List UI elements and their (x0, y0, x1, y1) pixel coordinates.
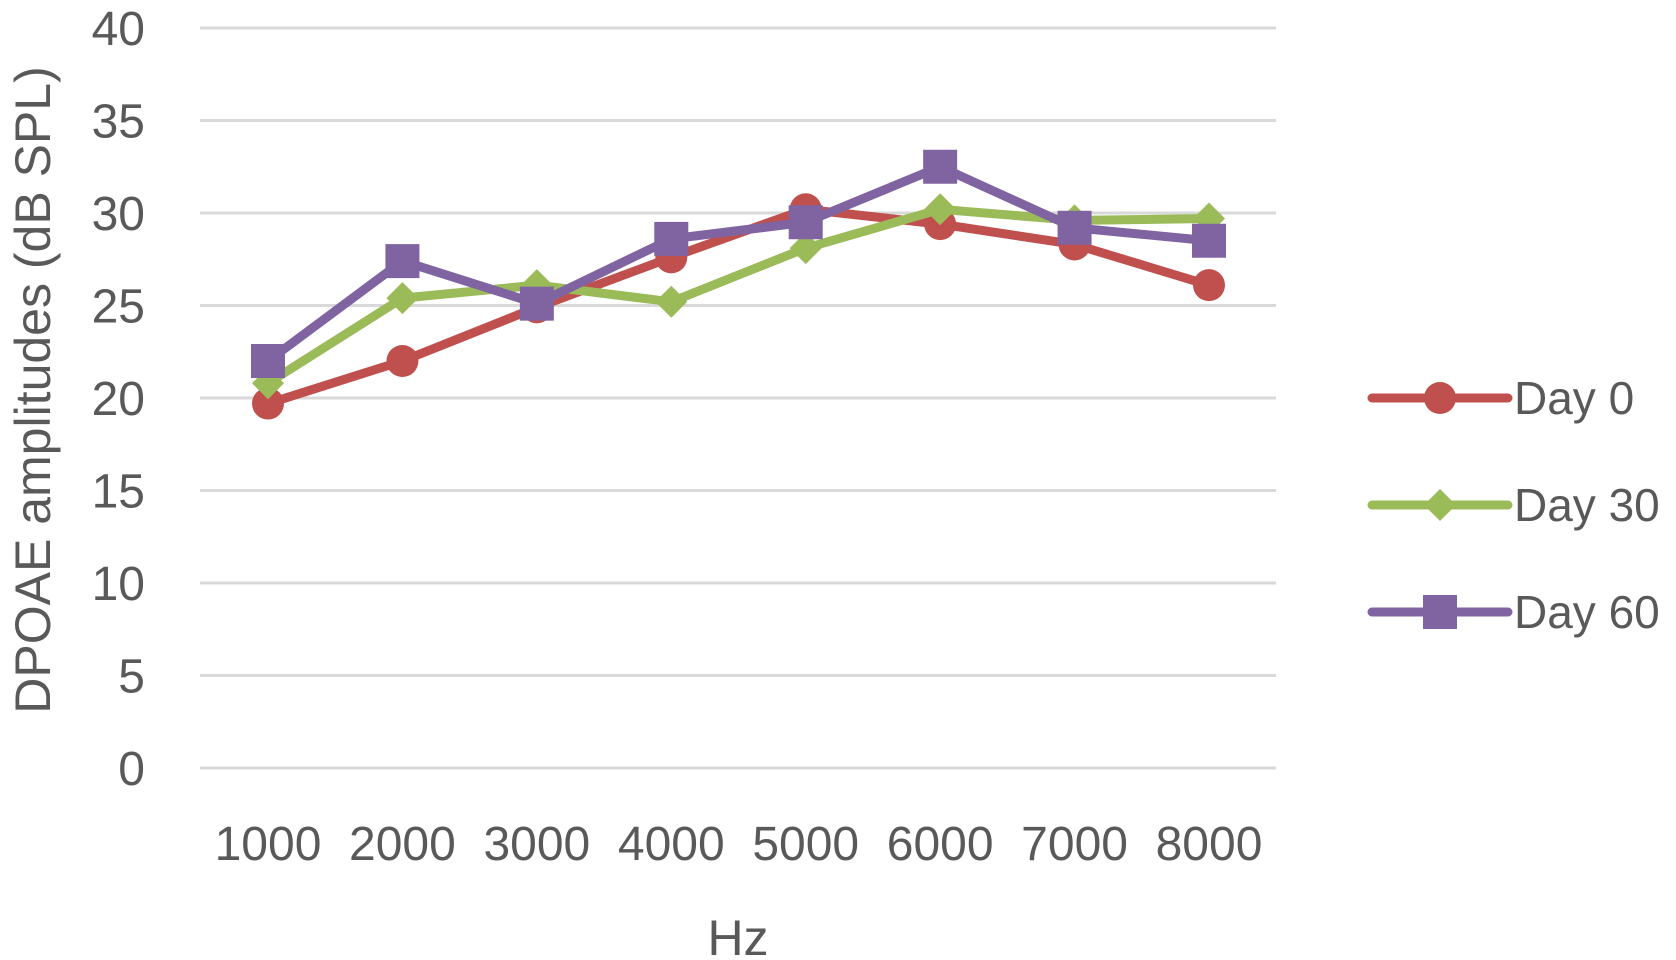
y-axis-title: DPOAE amplitudes (dB SPL) (5, 66, 61, 714)
y-tick-label: 15 (92, 466, 145, 519)
y-tick-label: 5 (118, 651, 145, 704)
legend: Day 0 Day 30 Day 60 (1367, 372, 1660, 638)
x-tick-label: 8000 (1156, 818, 1263, 871)
series-day-60 (251, 149, 1226, 378)
legend-label: Day 60 (1514, 586, 1660, 638)
gridlines (200, 26, 1276, 770)
data-point (251, 344, 285, 378)
legend-label: Day 30 (1514, 479, 1660, 531)
series-group (251, 149, 1226, 420)
legend-item: Day 0 (1367, 372, 1634, 424)
x-tick-label: 1000 (215, 818, 322, 871)
y-tick-label: 35 (92, 96, 145, 149)
x-tick-label: 7000 (1021, 818, 1128, 871)
series-line (263, 162, 1214, 366)
y-tick-label: 40 (92, 3, 145, 56)
x-tick-label: 3000 (483, 818, 590, 871)
x-axis-title: Hz (707, 910, 768, 960)
x-axis-ticks: 1000 2000 3000 4000 5000 6000 7000 8000 (215, 818, 1263, 871)
x-tick-label: 5000 (752, 818, 859, 871)
data-point (923, 149, 958, 184)
legend-marker (1424, 382, 1456, 414)
data-point (385, 244, 420, 279)
y-tick-label: 30 (92, 188, 145, 241)
y-tick-label: 20 (92, 373, 145, 426)
x-tick-label: 4000 (618, 818, 725, 871)
data-point (654, 221, 689, 256)
data-point (386, 345, 419, 377)
data-point (924, 193, 957, 226)
y-tick-label: 25 (92, 281, 145, 334)
legend-label: Day 0 (1514, 372, 1634, 424)
y-axis-ticks: 0 5 10 15 20 25 30 35 40 (92, 3, 145, 796)
data-point (789, 232, 822, 265)
data-point (1192, 223, 1226, 258)
legend-item: Day 30 (1367, 479, 1660, 531)
y-tick-label: 10 (92, 558, 145, 611)
data-point (386, 282, 419, 315)
data-point (655, 285, 688, 318)
legend-marker (1424, 489, 1456, 521)
data-point (519, 286, 554, 321)
x-tick-label: 2000 (349, 818, 456, 871)
data-point (1193, 269, 1225, 302)
data-point (1057, 210, 1092, 245)
y-tick-label: 0 (118, 743, 145, 796)
data-point (252, 387, 284, 420)
legend-marker (1423, 595, 1457, 629)
legend-item: Day 60 (1367, 586, 1660, 638)
x-tick-label: 6000 (887, 818, 994, 871)
data-point (788, 205, 823, 240)
